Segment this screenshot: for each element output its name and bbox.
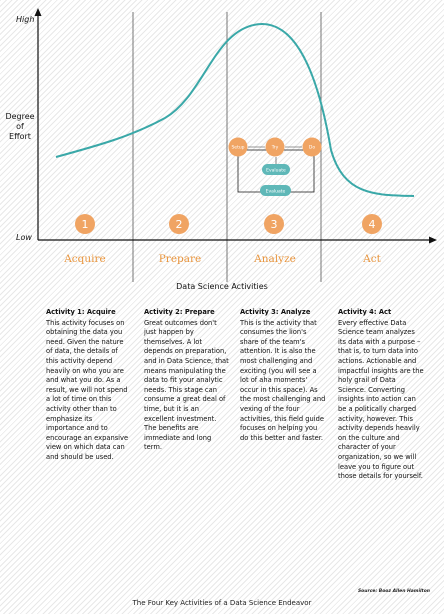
try-node: [265, 137, 285, 157]
setup-node-label: Setup: [231, 145, 244, 151]
phase-label-prepare: Prepare: [159, 253, 202, 265]
analyze-loop: Setup Try Do Evaluate Evaluate: [228, 137, 322, 196]
phase-number-badge: [264, 214, 284, 234]
phase-label-act: Act: [362, 253, 381, 265]
evaluate-node-label: Evaluate: [266, 167, 286, 173]
effort-diagram: High Low Degree of Effort Setup Try Do E…: [5, 8, 437, 282]
phase-number: 3: [271, 218, 278, 231]
activity-description: Every effective Data Science team analyz…: [338, 318, 424, 481]
phase-label-analyze: Analyze: [253, 253, 296, 265]
y-axis-high-label: High: [16, 15, 34, 24]
evaluate-node-label: Evaluate: [266, 188, 286, 194]
do-node: [302, 137, 322, 157]
evaluate-node: [262, 164, 290, 175]
x-axis-arrow-icon: [429, 236, 437, 244]
phase-number-badge: [362, 214, 382, 234]
section-title: Data Science Activities: [176, 282, 268, 291]
do-node-label: Do: [309, 145, 315, 151]
activity-2-column: Activity 2: Prepare Great outcomes don't…: [144, 308, 230, 453]
activity-1-column: Activity 1: Acquire This activity focuse…: [46, 308, 132, 463]
activity-heading: Activity 4: Act: [338, 308, 392, 316]
activity-4-column: Activity 4: Act Every effective Data Sci…: [338, 308, 424, 482]
activity-heading: Activity 3: Analyze: [240, 308, 311, 316]
phase-number: 1: [82, 218, 89, 231]
phase-number: 2: [176, 218, 183, 231]
phase-label-acquire: Acquire: [63, 253, 106, 265]
activity-description: This activity focuses on obtaining the d…: [46, 318, 129, 461]
try-node-label: Try: [271, 145, 279, 151]
activity-3-column: Activity 3: Analyze This is the activity…: [240, 308, 326, 443]
y-axis-label-line-2: of: [16, 122, 24, 131]
figure-caption: The Four Key Activities of a Data Scienc…: [132, 599, 312, 607]
y-axis-label-line-1: Degree: [5, 112, 34, 121]
source-credit: Source: Booz Allen Hamilton: [357, 589, 430, 594]
evaluate-node: [260, 185, 291, 196]
activity-heading: Activity 1: Acquire: [46, 308, 116, 316]
y-axis-low-label: Low: [16, 233, 32, 242]
activity-description: This is the activity that consumes the l…: [240, 318, 326, 442]
y-axis-label-line-3: Effort: [9, 132, 31, 141]
activity-description: Great outcomes don't just happen by them…: [144, 318, 229, 452]
activity-heading: Activity 2: Prepare: [144, 308, 215, 316]
phase-number: 4: [369, 218, 376, 231]
phase-number-badge: [169, 214, 189, 234]
y-axis-arrow-icon: [34, 8, 42, 16]
phase-number-badge: [75, 214, 95, 234]
effort-curve: [55, 22, 415, 197]
setup-node: [228, 137, 248, 157]
